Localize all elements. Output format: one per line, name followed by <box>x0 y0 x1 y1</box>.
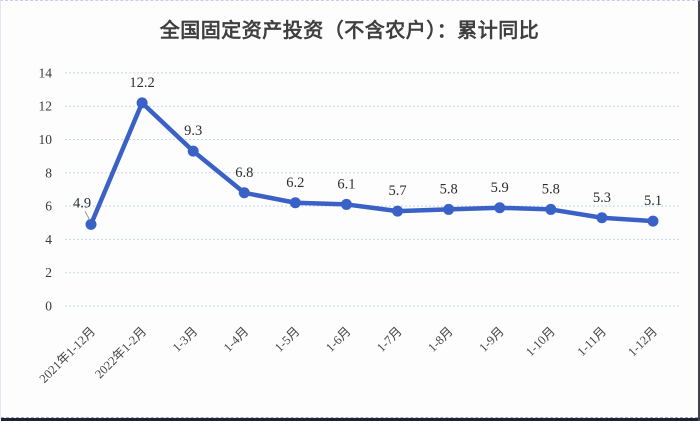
y-axis-tick-label: 12 <box>39 99 53 114</box>
x-axis-tick-label: 1-10月 <box>523 324 558 359</box>
y-axis-tick-label: 0 <box>45 299 52 314</box>
data-point-marker <box>392 205 404 217</box>
data-point-marker <box>494 202 506 214</box>
data-point-marker <box>136 97 148 109</box>
data-point-marker <box>238 187 250 199</box>
data-label-leader-line <box>84 211 91 221</box>
x-axis-tick-label: 2021年1-12月 <box>37 324 98 385</box>
y-axis-tick-label: 8 <box>45 165 52 180</box>
x-axis-tick-label: 2022年1-2月 <box>92 324 149 381</box>
x-axis-tick-label: 1-9月 <box>476 324 507 355</box>
x-axis-tick-label: 1-8月 <box>425 324 456 355</box>
x-axis-tick-label: 1-5月 <box>272 324 303 355</box>
data-label: 6.2 <box>286 175 304 191</box>
data-label: 6.8 <box>235 165 253 181</box>
data-label: 5.8 <box>440 181 458 197</box>
data-line <box>88 100 656 227</box>
data-point-marker <box>289 197 301 209</box>
data-point-marker <box>340 198 352 210</box>
x-axis-tick-label: 1-4月 <box>221 324 252 355</box>
y-axis-tick-label: 14 <box>39 65 53 80</box>
data-label: 6.1 <box>337 176 355 192</box>
x-axis-tick-label: 1-11月 <box>574 324 609 359</box>
y-axis-tick-label: 4 <box>45 232 52 247</box>
y-axis-tick-label: 6 <box>45 199 52 214</box>
y-axis-tick-label: 2 <box>45 265 52 280</box>
data-label: 5.3 <box>593 190 611 206</box>
data-label: 4.9 <box>73 195 91 211</box>
bottom-dashed-divider <box>1 417 698 418</box>
x-axis-tick-label: 1-12月 <box>625 324 660 359</box>
data-label: 5.9 <box>491 180 509 196</box>
data-point-marker <box>443 203 455 215</box>
data-point-marker <box>545 203 557 215</box>
data-label: 5.7 <box>388 183 406 199</box>
data-point-marker <box>647 215 659 227</box>
data-point-marker <box>187 145 199 157</box>
x-axis-tick-label: 1-3月 <box>170 324 201 355</box>
data-label: 9.3 <box>184 123 202 139</box>
bottom-frame-edge <box>1 418 698 421</box>
x-axis-tick-label: 1-6月 <box>323 324 354 355</box>
chart-title: 全国固定资产投资（不含农户）：累计同比 <box>159 20 540 42</box>
data-label: 5.1 <box>644 193 662 209</box>
data-point-marker <box>596 212 608 224</box>
data-label: 12.2 <box>129 75 154 91</box>
x-axis-tick-label: 1-7月 <box>374 324 405 355</box>
data-point-marker <box>85 218 97 230</box>
y-axis-tick-label: 10 <box>39 132 53 147</box>
data-label: 5.8 <box>542 181 560 197</box>
